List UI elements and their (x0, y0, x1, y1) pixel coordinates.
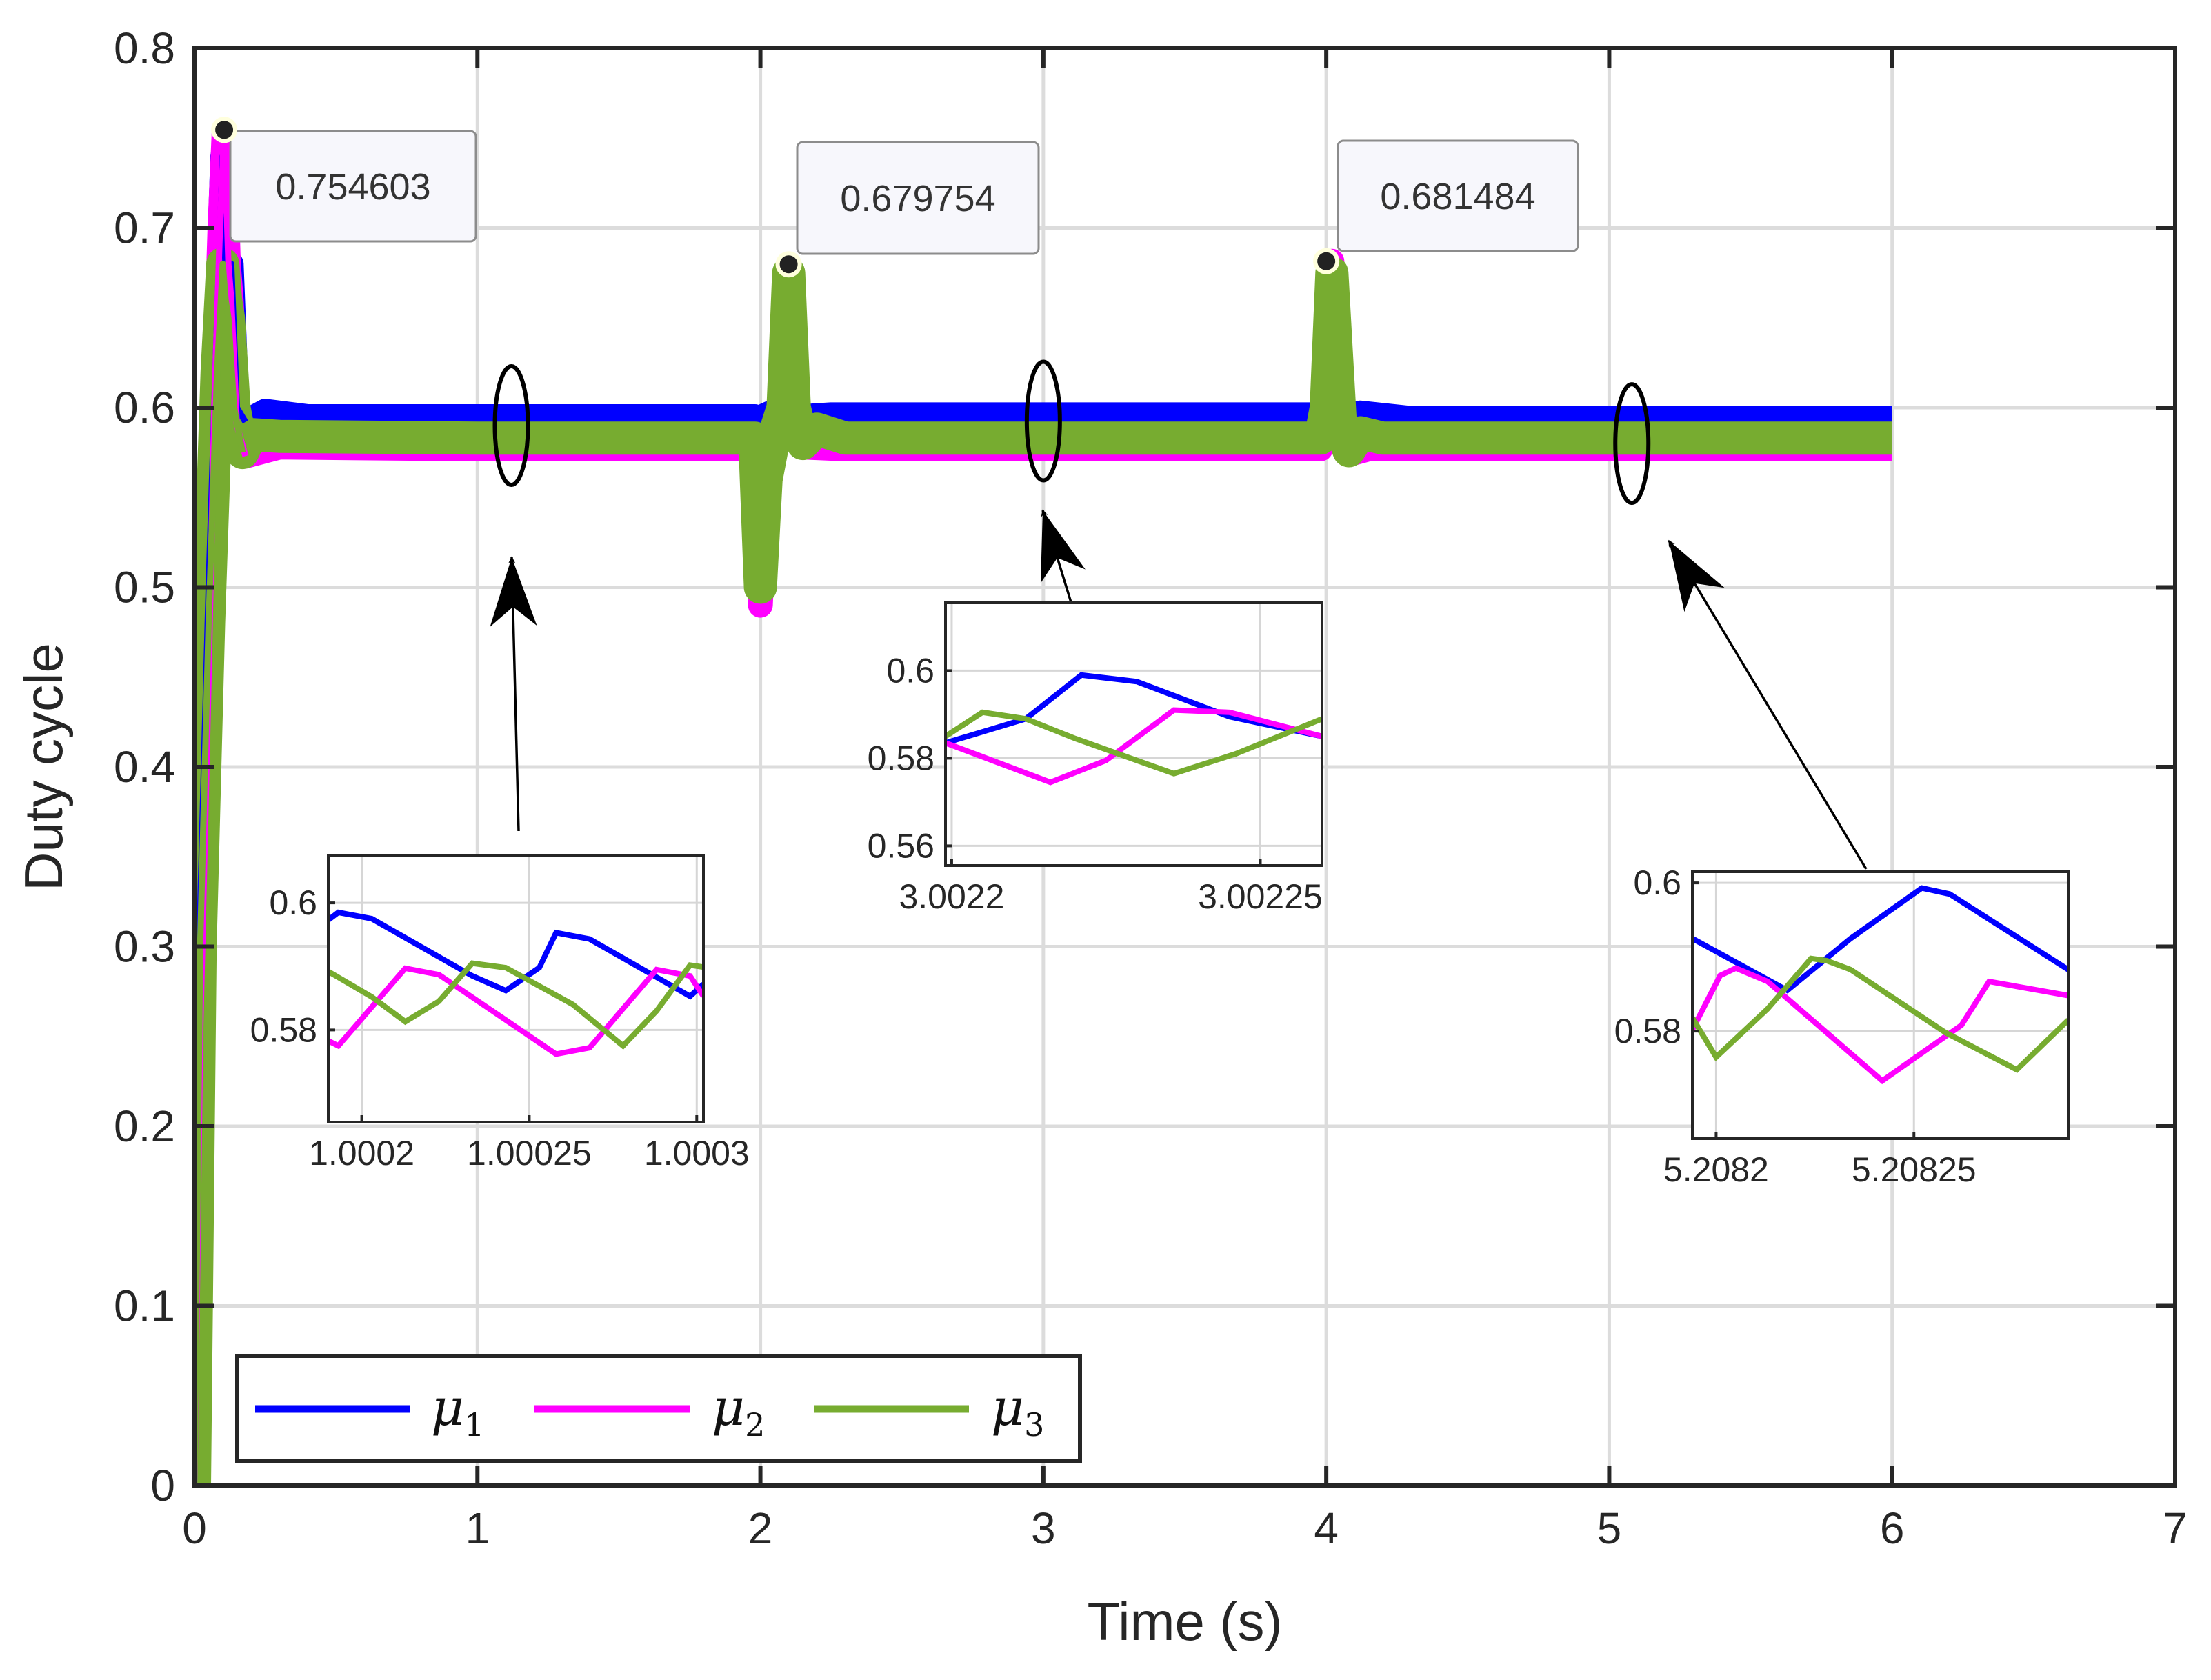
inset-series-group (328, 909, 703, 1057)
x-axis-label: Time (s) (1087, 1591, 1282, 1652)
inset-y-tick-label: 0.6 (1633, 863, 1681, 902)
inset-x-tick-label: 3.00225 (1198, 877, 1323, 916)
y-tick-label: 0.2 (114, 1101, 175, 1151)
y-tick-label: 0.1 (114, 1281, 175, 1331)
x-tick-label: 2 (748, 1503, 773, 1553)
x-tick-label: 5 (1597, 1503, 1622, 1553)
datatip-marker (1313, 248, 1340, 274)
inset-series-line (1692, 955, 2068, 1073)
inset-x-tick-label: 5.20825 (1852, 1150, 1977, 1189)
inset-frame (944, 601, 1323, 867)
zoom-arrow-head (1040, 510, 1086, 583)
inset-y-tick-label: 0.6 (269, 883, 317, 922)
axes-frame: 0 1 2 3 4 5 6 7 0 0.1 0.2 0.3 0.4 0.5 0.6 0.7 0.8 (114, 23, 2188, 1553)
inset-frame (327, 854, 705, 1123)
zoom-ellipse (1613, 382, 1651, 506)
x-tick-label: 6 (1880, 1503, 1905, 1553)
inset-x-tick-label: 1.0003 (644, 1134, 750, 1172)
datatip-box (796, 141, 1040, 255)
data-tips: 0.754603 0.679754 0.681484 (211, 117, 1579, 278)
zoom-ellipse (1024, 359, 1062, 483)
y-tick-label: 0.5 (114, 563, 175, 612)
y-axis-label: Duty cycle (13, 643, 74, 891)
datatip-label: 0.681484 (1380, 176, 1535, 217)
inset-frame (1691, 870, 2070, 1140)
inset-inset1: 1.0002 1.00025 1.0003 0.58 0.6 (250, 854, 750, 1172)
y-tick-label: 0.8 (114, 23, 175, 73)
inset-plots: 1.0002 1.00025 1.0003 0.58 0.6 3.0022 3.00225 0… (250, 601, 2070, 1189)
zoom-annotations (490, 359, 1868, 870)
inset-series-line (946, 672, 1322, 746)
inset-inset2: 3.0022 3.00225 0.56 0.58 0.6 (868, 601, 1323, 916)
inset-x-tick-label: 1.00025 (467, 1134, 592, 1172)
datatip-marker (775, 251, 802, 278)
data-series (194, 117, 1892, 1486)
y-tick-label: 0 (150, 1461, 175, 1510)
inset-y-tick-label: 0.58 (250, 1010, 317, 1049)
inset-series-line (946, 707, 1322, 786)
inset-background (946, 603, 1322, 866)
inset-series-line (946, 709, 1322, 777)
zoom-arrow-head (490, 557, 537, 627)
legend-label-mu1: μ1 (431, 1378, 484, 1443)
series-startup-μ3 (194, 261, 246, 1486)
datatip-box (1337, 139, 1579, 252)
datatip-label: 0.754603 (275, 166, 430, 208)
x-tick-label: 4 (1314, 1503, 1339, 1553)
y-tick-label: 0.4 (114, 742, 175, 792)
inset-y-tick-label: 0.58 (1614, 1012, 1681, 1050)
zoom-arrow-head (1669, 541, 1725, 612)
inset-series-group (946, 672, 1322, 786)
y-tick-label: 0.3 (114, 922, 175, 972)
legend-label-mu2: μ2 (712, 1378, 765, 1443)
inset-series-group (1692, 885, 2068, 1085)
inset-series-line (328, 965, 703, 1057)
inset-y-tick-label: 0.58 (868, 739, 934, 777)
inset-background (1692, 872, 2068, 1139)
inset-y-tick-label: 0.6 (886, 651, 934, 690)
inset-series-line (328, 960, 703, 1050)
inset-x-tick-label: 1.0002 (309, 1134, 414, 1172)
zoom-ellipse (492, 364, 530, 488)
inset-y-tick-label: 0.56 (868, 826, 934, 865)
x-tick-label: 1 (465, 1503, 490, 1553)
zoom-arrow-line (1668, 539, 1868, 870)
y-tick-label: 0.7 (114, 203, 175, 253)
inset-inset3: 5.2082 5.20825 0.58 0.6 (1614, 863, 2070, 1189)
datatip-marker (211, 117, 238, 143)
legend: μ1 μ2 μ3 (235, 1354, 1082, 1463)
inset-series-line (1692, 965, 2068, 1085)
y-tick-label: 0.6 (114, 383, 175, 432)
legend-label-mu3: μ3 (991, 1378, 1044, 1443)
x-tick-label: 3 (1031, 1503, 1056, 1553)
inset-x-tick-label: 5.2082 (1663, 1150, 1769, 1189)
datatip-box (229, 130, 477, 243)
datatip-label: 0.679754 (840, 178, 995, 219)
inset-x-tick-label: 3.0022 (899, 877, 1004, 916)
x-tick-label: 0 (182, 1503, 207, 1553)
x-tick-label: 7 (2163, 1503, 2188, 1553)
